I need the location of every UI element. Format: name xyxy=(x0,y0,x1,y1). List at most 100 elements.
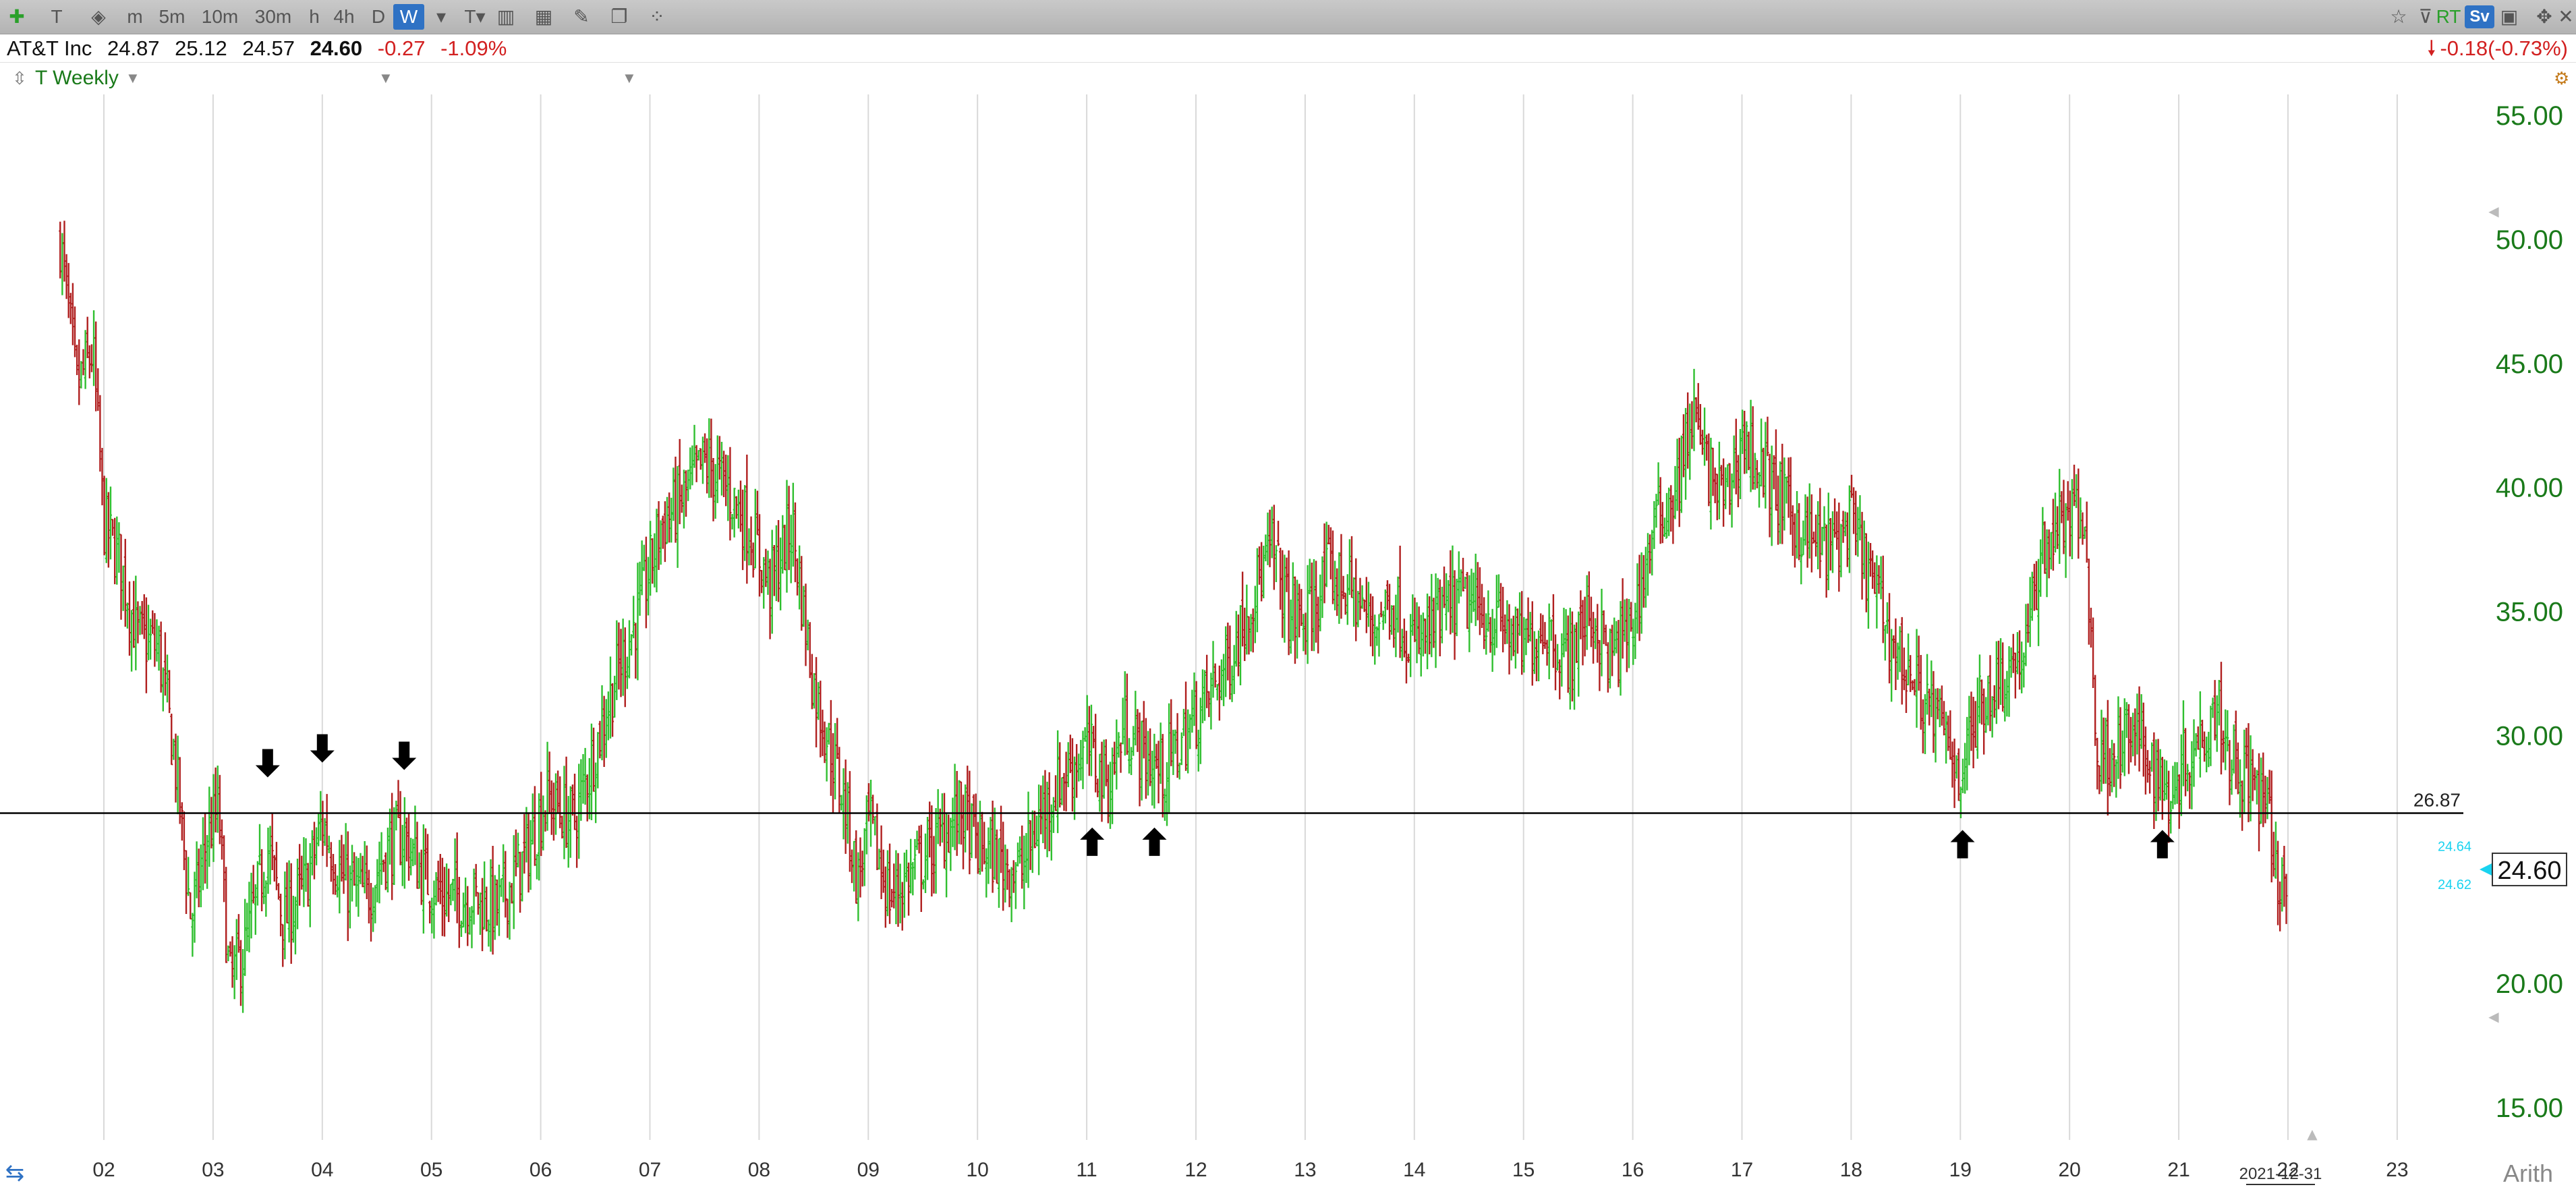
divider xyxy=(0,62,2576,63)
interval-hour[interactable]: h xyxy=(309,6,320,27)
share-icon[interactable]: ⁘ xyxy=(649,6,665,27)
overlay-dropdown-icon[interactable]: ▼ xyxy=(622,69,637,86)
x-axis: 02 03 04 05 06 07 08 09 10 11 12 13 14 15 16 17 18 19 20 21… xyxy=(5,1159,2553,1187)
x-tick-label: 06 xyxy=(529,1159,552,1181)
high-price: 25.12 xyxy=(175,36,227,60)
y-axis: 55.00 50.00 45.00 40.00 35.00 30.00 20.00 15.00… xyxy=(2307,101,2563,1142)
x-tick-label: 03 xyxy=(202,1159,224,1181)
close-price: 24.60 xyxy=(310,36,363,60)
x-tick-label: 20 xyxy=(2059,1159,2081,1181)
x-tick-label: 11 xyxy=(1077,1159,1097,1181)
open-price: 24.87 xyxy=(107,36,160,60)
x-tick-label: 12 xyxy=(1184,1159,1207,1181)
y-tick-label: 30.00 xyxy=(2496,721,2563,751)
eraser-icon[interactable]: ◈ xyxy=(91,6,106,27)
bar-style-icon[interactable]: ▥ xyxy=(496,6,515,27)
dropdown-icon[interactable]: ▾ xyxy=(436,6,447,27)
x-tick-label: 08 xyxy=(748,1159,770,1181)
interval-1m[interactable]: m xyxy=(127,6,143,27)
arrow-up-icon xyxy=(2150,830,2175,859)
sv-icon[interactable]: Sv xyxy=(2465,5,2494,28)
scroll-back-icon: ⇆ xyxy=(5,1160,25,1186)
x-tick-label: 07 xyxy=(639,1159,661,1181)
text-format-icon[interactable]: T▾ xyxy=(464,6,486,27)
last-price-label: 24.60 xyxy=(2497,857,2561,885)
x-tick-label: 17 xyxy=(1731,1159,1753,1181)
horizontal-line: 26.87 24.60 24.64 24.62 xyxy=(0,789,2567,892)
star-icon[interactable]: ☆ xyxy=(2390,6,2407,27)
x-tick-label: 16 xyxy=(1622,1159,1644,1181)
x-tick-label: 05 xyxy=(420,1159,442,1181)
candlestick-series xyxy=(59,221,2288,1013)
price-pointer-icon xyxy=(2480,863,2492,876)
symbol-interval-select[interactable]: T Weekly xyxy=(35,67,119,89)
y-tick-label: 55.00 xyxy=(2496,101,2563,131)
interval-daily[interactable]: D xyxy=(371,6,386,27)
down-arrow-icon: 🠗 xyxy=(2427,36,2436,60)
y-tick-label: 15.00 xyxy=(2496,1093,2563,1123)
horizontal-line-label: 26.87 xyxy=(2413,789,2461,810)
interval-10m[interactable]: 10m xyxy=(201,6,239,27)
arrow-down-icon xyxy=(310,734,335,763)
filter-icon[interactable]: ⊽ xyxy=(2418,6,2433,27)
arrow-down-icon xyxy=(392,741,417,770)
instrument-name: AT&T Inc xyxy=(7,36,92,60)
scale-mode-label: Arith xyxy=(2503,1160,2553,1187)
annotations xyxy=(255,734,2175,859)
text-tool-button[interactable]: T xyxy=(51,6,63,27)
pencil-icon[interactable]: ✎ xyxy=(573,6,590,27)
symbol-dropdown-icon[interactable]: ▼ xyxy=(125,69,140,86)
arrow-down-icon xyxy=(255,749,280,778)
x-tick-label: 21 xyxy=(2167,1159,2189,1181)
realtime-icon[interactable]: RT xyxy=(2436,6,2461,27)
price-change-percent: -1.09% xyxy=(440,36,507,60)
drag-handle-icon[interactable]: ⇳ xyxy=(12,68,27,88)
date-marker-label: 2021-12-31 xyxy=(2239,1165,2322,1183)
right-price-change: -0.18 xyxy=(2440,36,2488,60)
study-dropdown-icon[interactable]: ▼ xyxy=(378,69,393,86)
scroll-down-icon: ◀ xyxy=(2488,1008,2499,1025)
interval-weekly[interactable]: W xyxy=(393,4,424,30)
interval-5m[interactable]: 5m xyxy=(159,6,185,27)
price-change: -0.27 xyxy=(377,36,426,60)
right-quote: 🠗 -0.18(-0.73%) xyxy=(2427,34,2568,63)
x-tick-label: 14 xyxy=(1403,1159,1425,1181)
arrow-up-icon xyxy=(1950,830,1975,859)
move-icon[interactable]: ✥ xyxy=(2536,6,2552,27)
x-tick-label: 22 xyxy=(2277,1159,2299,1181)
y-tick-label: 40.00 xyxy=(2496,474,2563,503)
quote-bar: AT&T Inc 24.87 25.12 24.57 24.60 -0.27 -… xyxy=(0,34,2576,63)
chart-grid xyxy=(103,94,2398,1140)
x-tick-label: 09 xyxy=(857,1159,880,1181)
bid-label: 24.64 xyxy=(2438,839,2471,854)
last-price-box xyxy=(2492,852,2567,886)
settings-icon[interactable]: ⚙ xyxy=(2554,68,2570,88)
x-tick-label: 23 xyxy=(2386,1159,2408,1181)
interval-4h[interactable]: 4h xyxy=(333,6,355,27)
scroll-right-icon: ▲ xyxy=(2307,1126,2318,1142)
y-tick-label: 35.00 xyxy=(2496,598,2563,627)
y-tick-label: 50.00 xyxy=(2496,225,2563,255)
x-tick-label: 13 xyxy=(1294,1159,1316,1181)
interval-30m[interactable]: 30m xyxy=(254,6,292,27)
symbol-bar: ⇳ T Weekly ▼ ▼ ▼ ⚙ xyxy=(0,63,2576,93)
grid-icon[interactable]: ▦ xyxy=(534,6,553,27)
x-tick-label: 04 xyxy=(311,1159,333,1181)
toolbar: ✚ T ◈ m 5m 10m 30m h 4h D W ▾ T▾ ▥ ▦ ✎ ❐ ⁘ ☆ ⊽ RT Sv ▣ ✥ ✕ xyxy=(0,0,2576,34)
x-tick-label: 02 xyxy=(92,1159,115,1181)
x-tick-label: 15 xyxy=(1512,1159,1535,1181)
y-tick-label: 20.00 xyxy=(2496,969,2563,999)
right-price-change-percent: (-0.73%) xyxy=(2488,36,2568,60)
save-icon[interactable]: ▣ xyxy=(2500,6,2519,27)
x-tick-label: 10 xyxy=(967,1159,989,1181)
y-tick-label: 45.00 xyxy=(2496,349,2563,379)
close-icon[interactable]: ✕ xyxy=(2558,6,2574,27)
arrow-up-icon xyxy=(1142,827,1167,856)
low-price: 24.57 xyxy=(242,36,295,60)
add-icon[interactable]: ✚ xyxy=(9,6,25,27)
arrow-up-icon xyxy=(1080,827,1105,856)
x-tick-label: 18 xyxy=(1840,1159,1862,1181)
templates-icon[interactable]: ❐ xyxy=(610,6,628,27)
x-tick-label: 19 xyxy=(1949,1159,1972,1181)
